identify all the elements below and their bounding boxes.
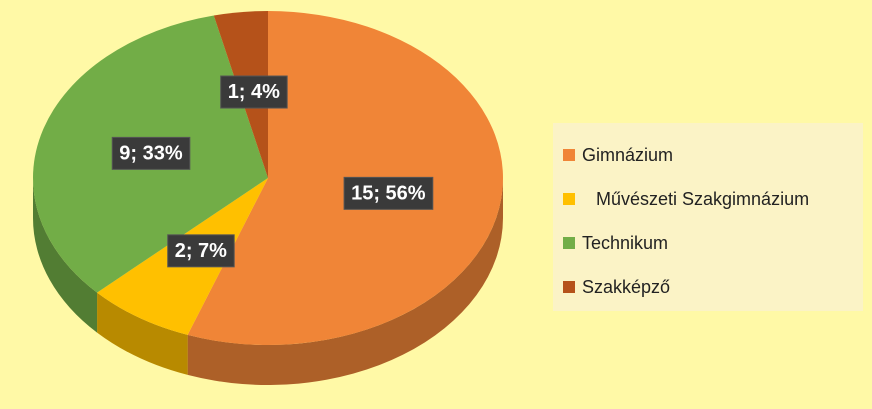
data-label-group: 15; 56% <box>343 176 434 210</box>
legend-box <box>553 123 863 311</box>
data-label-bg <box>220 75 288 109</box>
data-label-group: 9; 33% <box>111 136 191 170</box>
slice-side <box>187 178 504 385</box>
data-label: 2; 7% <box>175 240 227 262</box>
legend-swatch <box>563 149 575 161</box>
slice-side <box>33 178 98 333</box>
legend-swatch <box>563 237 575 249</box>
data-label: 1; 4% <box>228 81 280 103</box>
data-label-bg <box>343 176 434 210</box>
data-label-bg <box>111 136 191 170</box>
data-label: 15; 56% <box>351 182 426 204</box>
legend-label: Művészeti Szakgimnázium <box>596 189 809 209</box>
legend-label: Gimnázium <box>582 145 673 165</box>
data-label-group: 2; 7% <box>167 234 235 268</box>
data-label-bg <box>167 234 235 268</box>
legend-label: Technikum <box>582 233 668 253</box>
legend-label: Szakképző <box>582 277 670 297</box>
slice-side <box>97 292 188 375</box>
legend-swatch <box>563 281 575 293</box>
data-label: 9; 33% <box>119 142 183 164</box>
data-label-group: 1; 4% <box>220 75 288 109</box>
legend-swatch <box>563 193 575 205</box>
